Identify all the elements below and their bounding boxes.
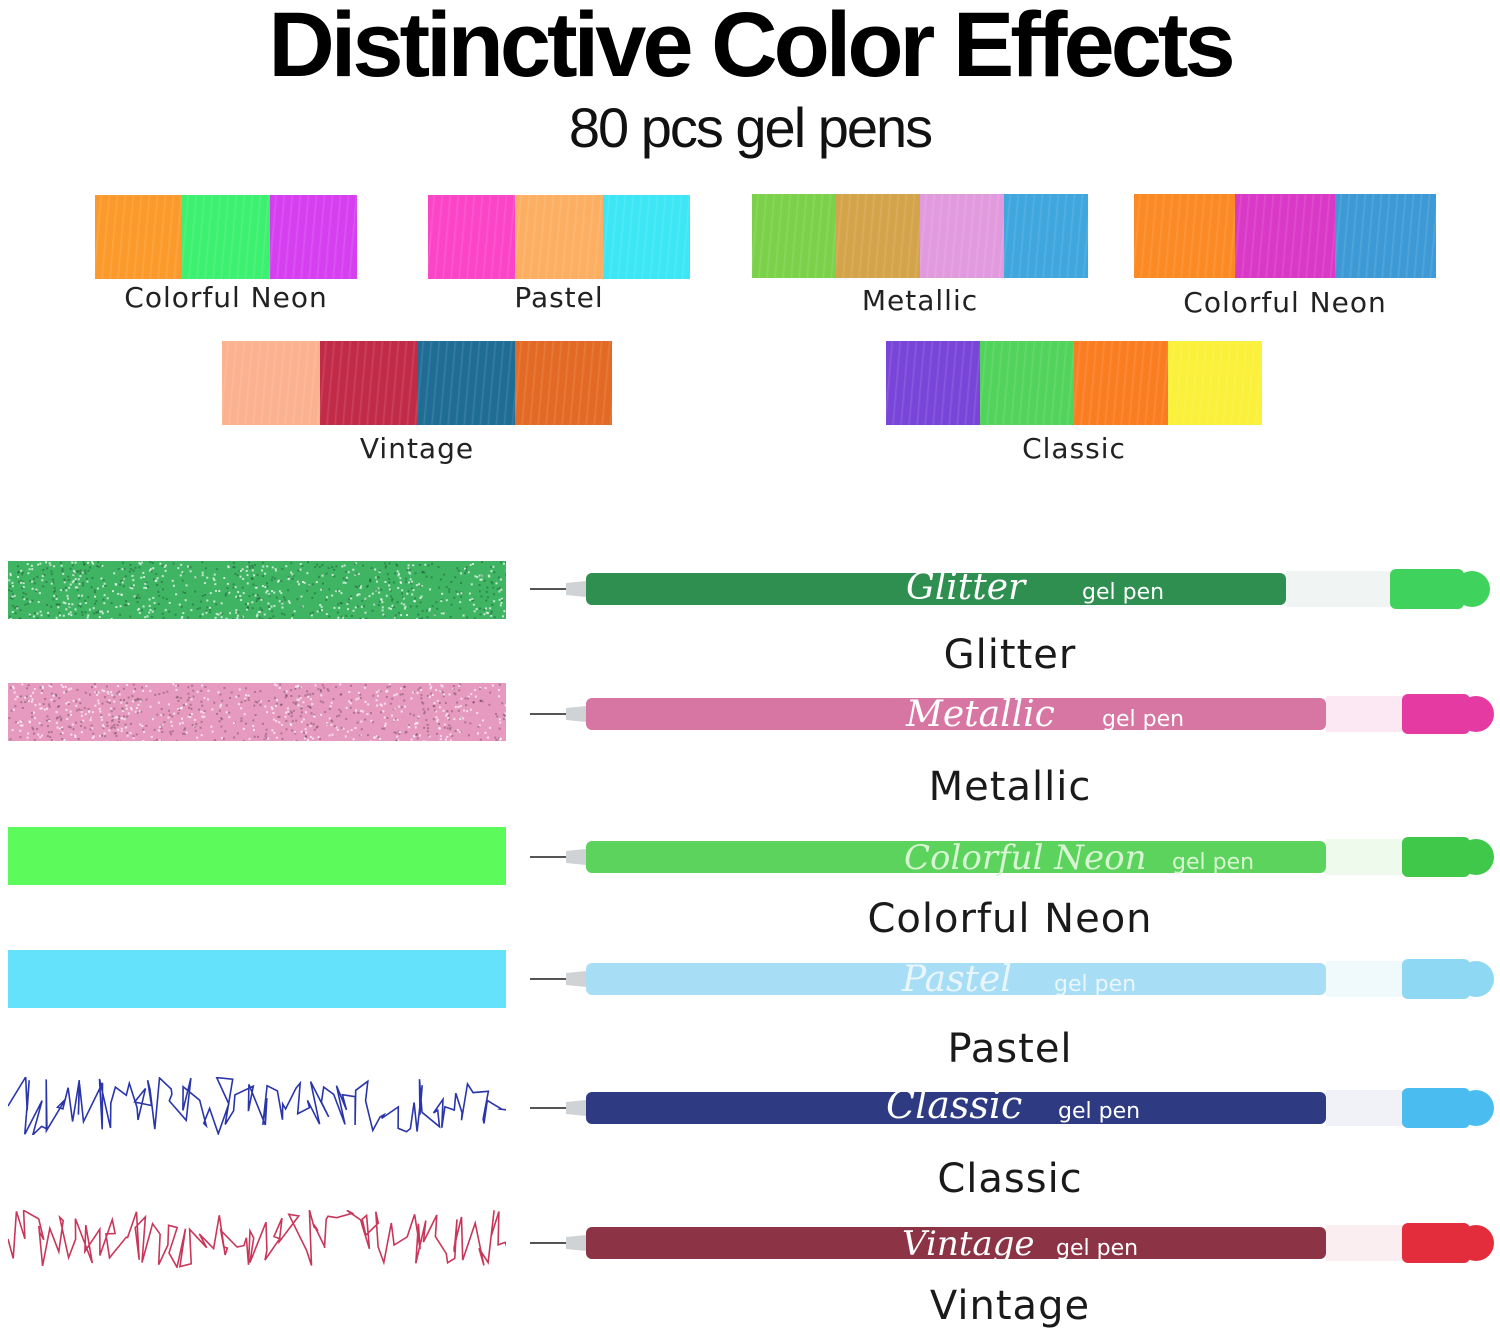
pen-cap <box>1402 959 1470 999</box>
pen-script-label: Colorful Neon <box>904 838 1146 878</box>
color-swatch <box>752 194 836 278</box>
pen-tag: gel pen <box>1054 972 1136 997</box>
gel-pen-vintage: Vintage gel pen <box>530 1223 1494 1264</box>
pen-cap-end <box>1458 1225 1494 1261</box>
color-swatch <box>417 341 515 425</box>
pen-label-glitter: Glitter <box>943 632 1077 678</box>
color-swatch <box>428 195 516 279</box>
color-swatch <box>1168 341 1262 425</box>
swatch-label: Metallic <box>861 284 979 317</box>
color-swatch <box>980 341 1074 425</box>
page-subtitle: 80 pcs gel pens <box>568 96 933 159</box>
pen-tag: gel pen <box>1056 1236 1138 1261</box>
swatch-label: Pastel <box>514 281 604 314</box>
pen-tag: gel pen <box>1102 707 1184 732</box>
pen-cap <box>1390 569 1464 609</box>
pen-script-label: Pastel <box>901 959 1012 1000</box>
page-title: Distinctive Color Effects <box>268 0 1235 96</box>
swatch-strip <box>752 194 1088 278</box>
color-swatch <box>95 195 183 279</box>
pen-barrel <box>586 841 1326 873</box>
gel-pen-metallic: Metallic gel pen <box>530 694 1494 735</box>
pen-label-colorful-neon: Colorful Neon <box>867 896 1153 942</box>
pen-tag: gel pen <box>1082 580 1164 605</box>
gel-pen-classic: Classic gel pen <box>530 1083 1494 1128</box>
pen-barrel <box>586 963 1326 995</box>
color-swatch <box>269 195 357 279</box>
pen-tag: gel pen <box>1058 1099 1140 1124</box>
color-swatch <box>886 341 980 425</box>
pen-cap-end <box>1454 571 1490 607</box>
ink-sample-vintage <box>8 1210 506 1268</box>
pen-label-classic: Classic <box>937 1156 1083 1202</box>
pen-barrel <box>586 1227 1326 1259</box>
pen-cap-end <box>1458 696 1494 732</box>
color-swatch <box>514 341 612 425</box>
gel-pen-glitter: Glitter gel pen <box>530 567 1490 609</box>
pen-barrel <box>586 1092 1326 1124</box>
swatch-label: Vintage <box>359 432 475 465</box>
pen-cap <box>1402 1088 1470 1128</box>
color-swatch <box>319 341 417 425</box>
swatch-group-classic: Classic <box>886 341 1262 471</box>
pen-cap-end <box>1458 839 1494 875</box>
ink-sample-metallic <box>8 683 506 741</box>
swatch-label: Colorful Neon <box>1183 286 1387 319</box>
ink-sample-classic <box>8 1077 506 1135</box>
swatch-strip <box>1134 194 1437 278</box>
swatch-strip <box>886 341 1262 425</box>
swatch-strip <box>95 195 357 279</box>
pen-cap-end <box>1458 1090 1494 1126</box>
ink-sample-glitter <box>8 561 506 619</box>
gel-pen-colorful-neon: Colorful Neon gel pen <box>530 837 1494 878</box>
swatch-group-pastel: Pastel <box>428 195 690 320</box>
color-swatch <box>1074 341 1168 425</box>
pen-script-label: Metallic <box>905 694 1055 735</box>
color-swatch <box>1134 194 1235 278</box>
pen-label-vintage: Vintage <box>929 1283 1091 1329</box>
pen-script-label: Glitter <box>906 567 1027 608</box>
swatch-group-vintage: Vintage <box>222 341 612 471</box>
color-swatch <box>222 341 320 425</box>
color-swatch <box>515 195 603 279</box>
swatch-strip <box>222 341 612 425</box>
swatch-group-metallic: Metallic <box>752 194 1088 324</box>
pen-cap-end <box>1458 961 1494 997</box>
swatch-group-colorful-neon-2: Colorful Neon <box>1134 194 1437 324</box>
ink-sample-pastel <box>8 950 506 1008</box>
swatch-group-colorful-neon-1: Colorful Neon <box>95 195 357 320</box>
pen-script-label: Classic <box>886 1083 1022 1127</box>
pen-label-metallic: Metallic <box>928 764 1092 810</box>
color-swatch <box>920 194 1004 278</box>
pen-barrel <box>586 573 1286 605</box>
gel-pen-pastel: Pastel gel pen <box>530 959 1494 1000</box>
pen-label-pastel: Pastel <box>947 1026 1073 1072</box>
pen-cap <box>1402 837 1470 877</box>
pen-barrel <box>586 698 1326 730</box>
color-swatch <box>182 195 270 279</box>
color-swatch <box>1004 194 1088 278</box>
color-swatch <box>836 194 920 278</box>
color-swatch <box>1335 194 1437 278</box>
swatch-label: Classic <box>1022 432 1126 465</box>
pen-cap <box>1402 1223 1470 1263</box>
swatch-strip <box>428 195 690 279</box>
color-swatch <box>602 195 690 279</box>
color-swatch <box>1234 194 1336 278</box>
pen-cap <box>1402 694 1470 734</box>
ink-sample-colorful-neon <box>8 827 506 885</box>
pen-script-label: Vintage <box>902 1224 1035 1264</box>
pen-tag: gel pen <box>1172 850 1254 875</box>
swatch-label: Colorful Neon <box>124 281 328 314</box>
